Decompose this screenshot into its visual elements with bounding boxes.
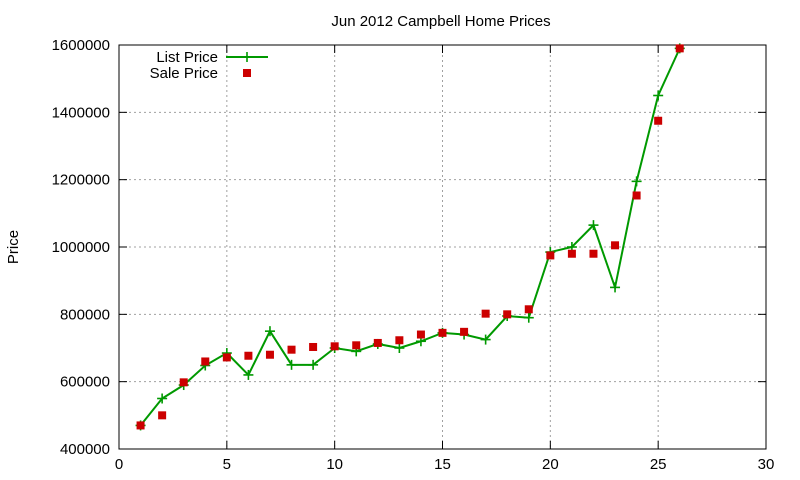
legend-swatch-plus <box>242 52 252 62</box>
y-tick-label: 1400000 <box>52 104 110 121</box>
axis-ticks: 0 5 10 15 20 25 30 400000 600000 800000 1000000 120… <box>52 37 775 473</box>
x-tick-label: 10 <box>326 456 343 473</box>
x-tick-label: 0 <box>115 456 123 473</box>
y-tick-label: 1200000 <box>52 172 110 189</box>
sale-price-point <box>654 116 663 125</box>
sale-price-point <box>201 357 210 366</box>
sale-price-point <box>330 342 339 351</box>
legend-entry-label: Sale Price <box>150 65 218 82</box>
sale-price-point <box>503 310 512 319</box>
sale-price-point <box>158 411 167 420</box>
sale-price-point <box>179 378 188 387</box>
list-price-point <box>523 312 534 323</box>
y-tick-label: 400000 <box>60 441 110 458</box>
series-line-list-price <box>139 47 681 427</box>
list-price-point <box>394 343 405 353</box>
sale-price-point <box>481 309 490 318</box>
y-tick-label: 1000000 <box>52 239 110 256</box>
sale-price-point <box>287 345 296 354</box>
x-tick-label: 30 <box>758 456 775 473</box>
x-tick-label: 20 <box>542 456 559 473</box>
sale-price-point <box>546 251 555 260</box>
sale-price-point <box>265 350 274 359</box>
sale-price-point <box>460 327 469 336</box>
list-price-point <box>631 176 642 187</box>
grid-lines <box>119 45 766 449</box>
x-tick-label: 15 <box>434 456 451 473</box>
list-price-point <box>243 369 254 380</box>
series-layer <box>135 43 685 431</box>
list-price-point <box>653 90 664 101</box>
sale-price-point <box>222 353 231 362</box>
legend-entry-label: List Price <box>156 49 218 66</box>
sale-price-point <box>352 341 361 350</box>
legend-swatch-square <box>243 69 251 77</box>
list-price-point <box>157 393 168 404</box>
sale-price-point <box>675 44 684 53</box>
y-axis-label: Price <box>5 230 22 264</box>
x-tick-label: 5 <box>223 456 231 473</box>
sale-price-point <box>416 330 425 339</box>
sale-price-point <box>244 351 253 360</box>
list-price-point <box>264 326 275 337</box>
sale-price-point <box>309 342 318 351</box>
sale-price-point <box>589 249 598 258</box>
x-tick-label: 25 <box>650 456 667 473</box>
list-price-point <box>610 282 621 293</box>
y-tick-label: 1600000 <box>52 37 110 54</box>
sale-price-point <box>395 336 404 345</box>
y-tick-label: 800000 <box>60 306 110 323</box>
list-price-point <box>308 359 319 370</box>
sale-price-point <box>136 421 145 430</box>
y-tick-label: 600000 <box>60 374 110 391</box>
sale-price-point <box>567 249 576 258</box>
list-price-point <box>588 220 599 231</box>
chart-title: Jun 2012 Campbell Home Prices <box>331 13 550 30</box>
list-price-point <box>286 359 297 370</box>
sale-price-point <box>438 328 447 337</box>
sale-price-point <box>632 191 641 200</box>
list-price-point <box>480 334 491 345</box>
sale-price-point <box>524 305 533 314</box>
sale-price-point <box>611 241 620 250</box>
sale-price-point <box>373 338 382 347</box>
